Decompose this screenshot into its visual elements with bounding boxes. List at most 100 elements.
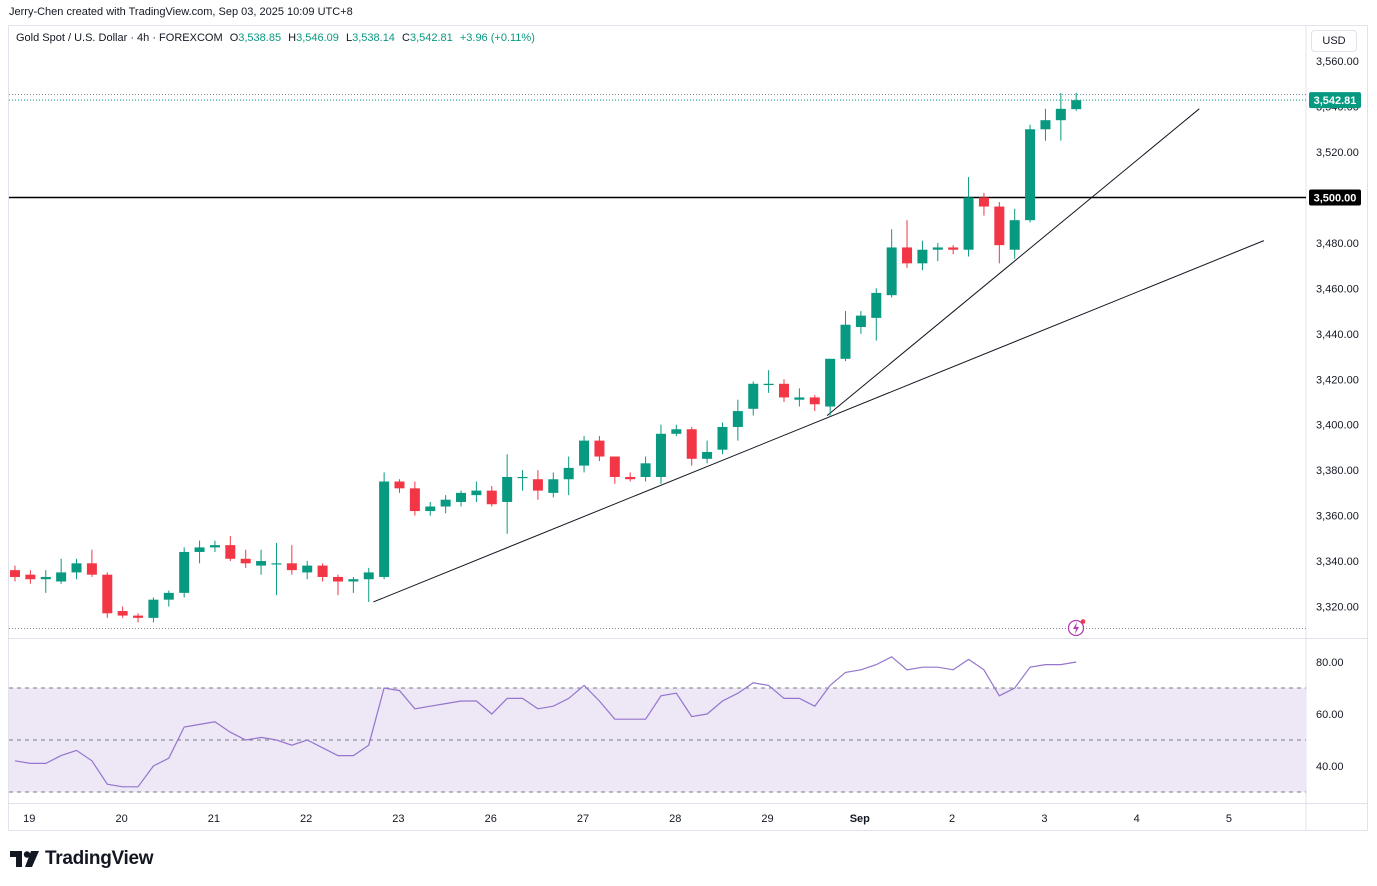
candle-body [671, 429, 682, 434]
candle-body [702, 451, 713, 459]
candle-body [794, 397, 805, 400]
event-marker-dot [1080, 619, 1086, 624]
candle-body [548, 479, 559, 493]
candle-body [532, 479, 543, 491]
candle-body [855, 315, 866, 327]
price-tick-label: 3,520.00 [1316, 147, 1359, 159]
time-tick-label: 26 [485, 813, 497, 825]
open-label: O [229, 32, 239, 44]
chart-credit: Jerry-Chen created with TradingView.com,… [9, 6, 353, 18]
candle-body [332, 576, 343, 582]
time-tick-label: 20 [115, 813, 127, 825]
time-tick-label: 22 [300, 813, 312, 825]
time-tick-label: 21 [208, 813, 220, 825]
candle-body [1055, 108, 1066, 121]
candle-body [579, 440, 590, 466]
candle-body [471, 490, 482, 496]
rsi-tick-label: 40.00 [1316, 761, 1344, 773]
candle-body [594, 440, 605, 457]
brand-name: TradingView [45, 848, 154, 869]
price-tick-label: 3,380.00 [1316, 465, 1359, 477]
candle-body [502, 476, 513, 502]
close-value: 3,542.81 [409, 32, 453, 44]
candle-body [302, 565, 313, 573]
candle-body [948, 247, 959, 250]
event-marker-bolt [1073, 622, 1079, 634]
high-value: 3,546.09 [296, 32, 339, 44]
candle-body [732, 411, 743, 427]
candle-body [1071, 100, 1082, 110]
candle-body [779, 383, 789, 398]
price-tick-label: 3,560.00 [1316, 56, 1359, 68]
candle-body [271, 563, 282, 565]
last-price-label: 3,542.81 [1314, 95, 1357, 107]
candle-body [163, 592, 174, 600]
low-value: 3,538.14 [352, 32, 395, 44]
time-tick-label: 19 [23, 813, 35, 825]
candle-body [809, 397, 820, 405]
candle-body [932, 247, 943, 250]
candle-body [240, 558, 251, 564]
candle-body [917, 249, 928, 264]
candle-body [56, 572, 67, 582]
time-tick-label: 2 [949, 813, 955, 825]
candle-body [179, 551, 190, 593]
high-label: H [288, 32, 297, 44]
time-tick-label: 28 [669, 813, 681, 825]
candle-body [148, 599, 159, 618]
tradingview-logo-icon [10, 851, 39, 867]
candle-body [963, 197, 974, 250]
candle-body [317, 565, 328, 577]
price-tick-label: 3,400.00 [1316, 420, 1359, 432]
open-value: 3,538.85 [238, 32, 282, 44]
candle-body [209, 545, 220, 548]
symbol-legend: Gold Spot / U.S. Dollar · 4h · FOREXCOM … [16, 32, 535, 44]
price-tick-label: 3,460.00 [1316, 283, 1359, 295]
price-tick-label: 3,420.00 [1316, 374, 1359, 386]
event-marker-icon [1067, 619, 1086, 637]
candle-body [825, 358, 836, 407]
candle-body [655, 433, 666, 477]
close-label: C [402, 32, 410, 44]
candle-body [717, 426, 728, 450]
candle-body [194, 547, 205, 552]
candle-body [40, 576, 51, 580]
candle-body [748, 383, 759, 409]
time-tick-label: 27 [577, 813, 589, 825]
time-tick-label: Sep [850, 813, 870, 825]
candle-body [379, 481, 390, 577]
candle-body [394, 481, 405, 489]
candle-body [686, 429, 697, 459]
candle-body [86, 563, 97, 575]
price-tick-label: 3,320.00 [1316, 602, 1359, 614]
time-tick-label: 4 [1134, 813, 1140, 825]
low-label: L [345, 32, 353, 44]
currency-button[interactable]: USD [1311, 30, 1357, 52]
trendline-steep [826, 108, 1200, 416]
candle-body [117, 611, 128, 616]
candle-body [225, 545, 236, 559]
rsi-tick-label: 80.00 [1316, 657, 1344, 669]
chart-frame [8, 25, 1368, 831]
trendline-long [373, 240, 1265, 603]
price-tick-label: 3,360.00 [1316, 511, 1359, 523]
candle-body [1009, 220, 1020, 250]
candle-body [625, 476, 636, 480]
candle-body [348, 579, 359, 582]
price-tick-label: 3,440.00 [1316, 329, 1359, 341]
candle-body [425, 506, 436, 512]
candle-body [994, 206, 1005, 246]
candle-body [517, 476, 528, 479]
price-tick-label: 3,480.00 [1316, 238, 1359, 250]
candle-body [840, 324, 851, 359]
candle-body [133, 615, 144, 618]
candle-body [1025, 129, 1036, 221]
tradingview-logo: TradingView [10, 848, 154, 870]
change-value: +3.96 (+0.11%) [459, 32, 535, 44]
candle-body [363, 572, 374, 580]
candle-body [763, 383, 774, 385]
rsi-line [14, 656, 1077, 788]
candle-body [10, 570, 20, 577]
candle-body [409, 488, 420, 512]
